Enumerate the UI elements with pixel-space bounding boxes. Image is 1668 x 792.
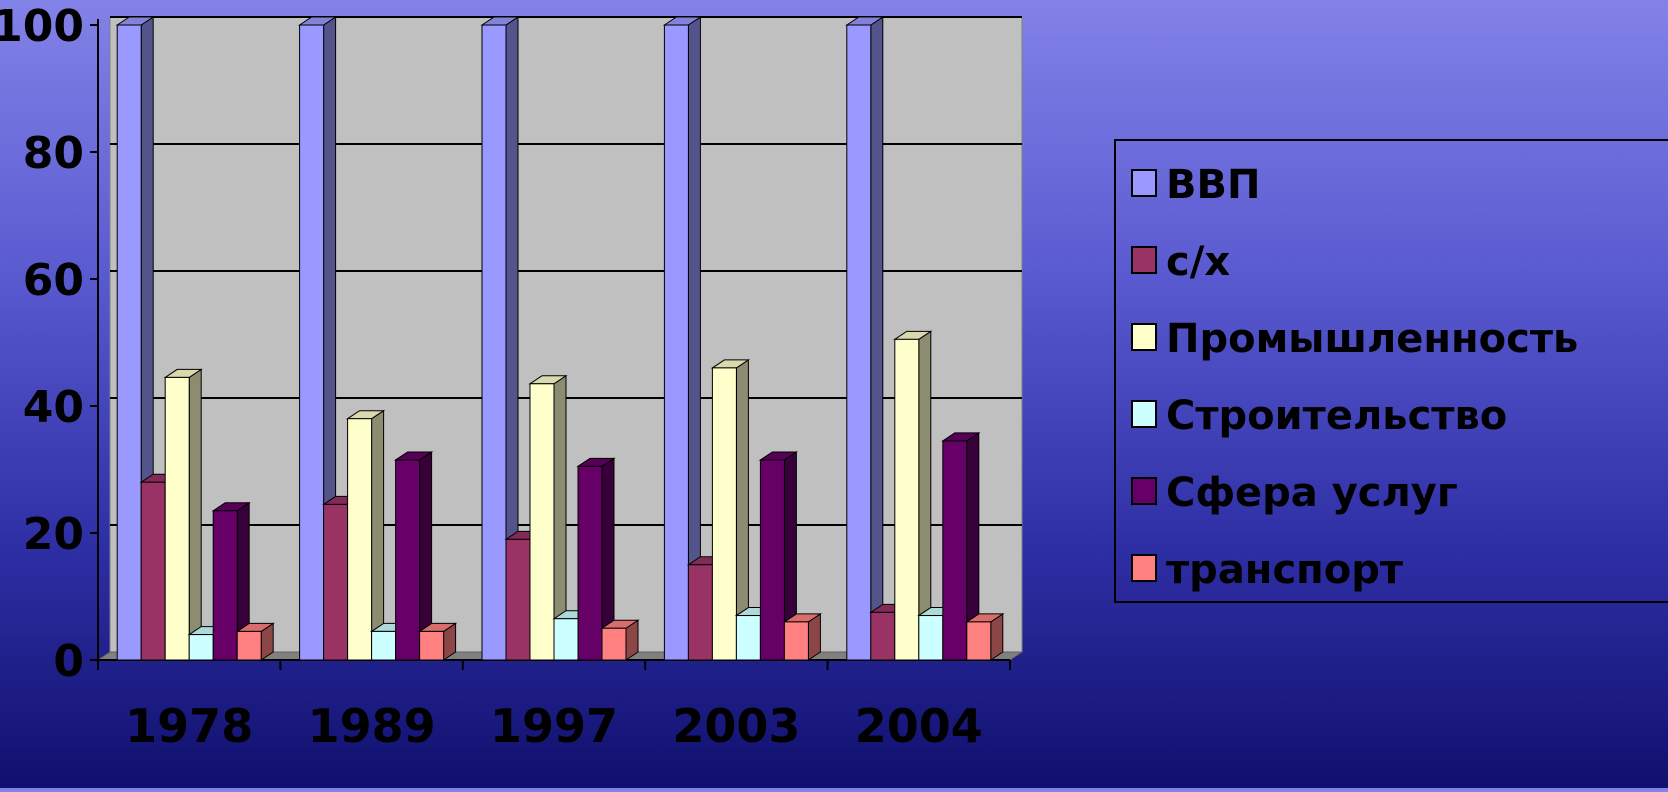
- legend-swatch: [1131, 477, 1157, 505]
- x-tick-label: 2003: [672, 699, 800, 753]
- bar-front: [188, 634, 214, 661]
- bars: [115, 16, 1005, 661]
- bar: [480, 16, 520, 661]
- bar: [211, 501, 251, 661]
- bar-front: [759, 459, 785, 661]
- bar: [662, 16, 703, 661]
- legend-swatch: [1131, 323, 1157, 351]
- x-tick-label: 1997: [490, 699, 618, 753]
- bar: [941, 431, 981, 661]
- bar-front: [942, 440, 968, 661]
- bar: [845, 16, 885, 661]
- bar-front: [481, 24, 507, 661]
- bar-front: [505, 538, 531, 661]
- bar-front: [395, 459, 421, 661]
- bar-front: [212, 510, 238, 661]
- legend-swatch: [1131, 400, 1157, 428]
- bar-front: [116, 24, 142, 661]
- bar-front: [918, 615, 944, 661]
- bar: [345, 409, 386, 661]
- bar-front: [164, 376, 190, 661]
- bar-front: [323, 503, 349, 661]
- bar-front: [687, 564, 713, 661]
- legend-label: Строительство: [1166, 393, 1507, 439]
- x-tick-label: 1989: [308, 699, 436, 753]
- legend-label: Сфера услуг: [1166, 470, 1458, 516]
- bar-front: [663, 24, 689, 661]
- bar-side: [188, 368, 202, 661]
- bar-front: [529, 383, 555, 661]
- bar-front: [846, 24, 872, 661]
- bar-side: [870, 16, 884, 661]
- legend-label: Промышленность: [1166, 316, 1578, 362]
- bar-front: [236, 630, 262, 661]
- x-tick-label: 1978: [125, 699, 253, 753]
- legend-swatch: [1131, 169, 1157, 197]
- bar-front: [711, 367, 737, 661]
- x-tick-label: 2004: [855, 699, 983, 753]
- bar-front: [601, 627, 627, 661]
- bar-front: [140, 481, 166, 661]
- bar: [758, 451, 799, 661]
- y-tick-label: 100: [0, 1, 84, 52]
- y-tick-label: 60: [23, 255, 84, 306]
- bar-front: [299, 24, 325, 661]
- bar: [710, 358, 751, 661]
- legend-swatch: [1131, 554, 1157, 582]
- legend: ВВП с/х Промышленность Строительство Сфера у…: [1114, 139, 1668, 603]
- bar: [528, 374, 568, 661]
- bar-front: [966, 621, 992, 661]
- bar: [965, 612, 1005, 661]
- bar: [235, 622, 275, 661]
- y-tick-label: 40: [23, 382, 84, 433]
- bar: [576, 457, 616, 661]
- bar-front: [419, 630, 445, 661]
- bar-front: [371, 630, 397, 661]
- y-tick-label: 0: [53, 636, 84, 687]
- bar: [893, 330, 933, 661]
- legend-label: с/х: [1166, 239, 1230, 285]
- bar: [163, 368, 203, 661]
- bar: [417, 622, 458, 661]
- bar: [782, 612, 823, 661]
- bar-front: [870, 611, 896, 661]
- bar-front: [735, 615, 761, 661]
- bar-front: [894, 338, 920, 661]
- bar-front: [577, 465, 603, 661]
- y-tick-label: 80: [23, 128, 84, 179]
- legend-label: транспорт: [1166, 547, 1404, 593]
- y-tick-label: 20: [23, 509, 84, 560]
- legend-swatch: [1131, 246, 1157, 274]
- bar: [393, 451, 434, 661]
- bar-side: [371, 409, 385, 661]
- legend-box: [1114, 139, 1668, 603]
- legend-label: ВВП: [1166, 162, 1260, 208]
- bar: [600, 619, 640, 661]
- bar-front: [783, 621, 809, 661]
- bar-front: [553, 618, 579, 661]
- bar-front: [347, 418, 373, 661]
